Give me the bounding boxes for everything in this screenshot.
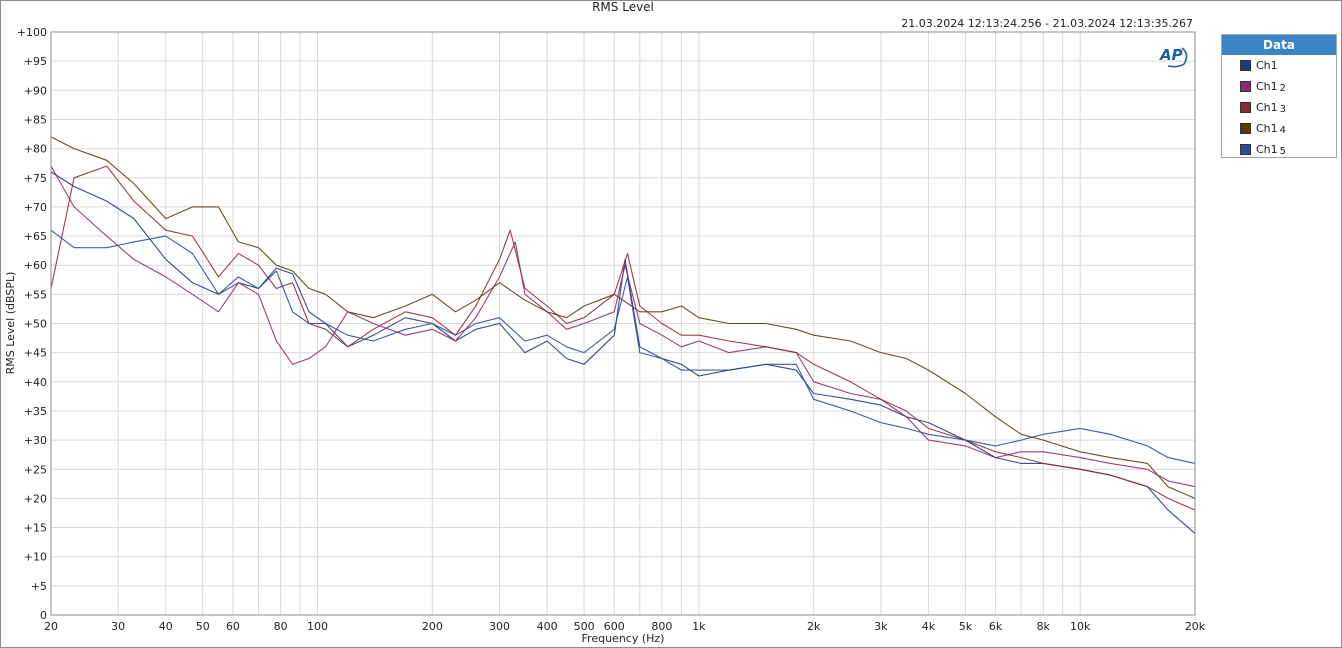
y-tick-label: +45 (24, 347, 47, 360)
x-tick-label: 100 (307, 620, 328, 633)
legend-entry-4[interactable]: Ch1 4 (1222, 118, 1336, 139)
x-axis-label: Frequency (Hz) (582, 632, 665, 645)
y-tick-label: +20 (24, 492, 47, 505)
x-tick-label: 6k (989, 620, 1003, 633)
x-tick-label: 10k (1070, 620, 1091, 633)
x-tick-label: 3k (874, 620, 888, 633)
y-tick-label: +35 (24, 405, 47, 418)
legend-entry-3[interactable]: Ch1 3 (1222, 97, 1336, 118)
legend-label-sub: 5 (1279, 146, 1287, 157)
x-tick-label: 200 (422, 620, 443, 633)
x-tick-label: 4k (922, 620, 936, 633)
x-tick-label: 60 (226, 620, 240, 633)
legend-swatch (1240, 102, 1251, 113)
legend-swatch (1240, 144, 1251, 155)
y-tick-label: +50 (24, 318, 47, 331)
ap-logo-icon: AP (1159, 46, 1188, 68)
y-axis-ticks: +100+95+90+85+80+75+70+65+60+55+50+45+40… (17, 26, 47, 622)
chart-title: RMS Level (592, 0, 654, 14)
legend-label: Ch1 (1256, 143, 1278, 156)
legend-title: Data (1222, 35, 1336, 55)
y-tick-label: +95 (24, 55, 47, 68)
x-tick-label: 8k (1037, 620, 1051, 633)
series-line-2 (50, 165, 1196, 488)
x-tick-label: 20k (1185, 620, 1206, 633)
legend-label-sub: 3 (1279, 104, 1287, 115)
x-tick-label: 800 (651, 620, 672, 633)
x-tick-label: 600 (604, 620, 625, 633)
x-axis-ticks: 20 30 40 50 60 80 100 200 300 400 500 600 800 1k 2k 3k 4… (44, 620, 1206, 633)
y-tick-label: +15 (24, 522, 47, 535)
legend-swatch (1240, 123, 1251, 134)
y-tick-label: +65 (24, 230, 47, 243)
legend: Data Ch1 Ch1 2 Ch1 3 Ch1 4 Ch1 5 (1221, 34, 1337, 158)
legend-swatch (1240, 81, 1251, 92)
series-line-1 (50, 171, 1196, 534)
y-tick-label: 0 (40, 609, 47, 622)
legend-label: Ch1 (1256, 101, 1278, 114)
legend-label-sub: 2 (1279, 83, 1287, 94)
plot-area (50, 31, 1196, 616)
legend-label: Ch1 (1256, 59, 1278, 72)
y-tick-label: +85 (24, 113, 47, 126)
legend-label-sub: 4 (1279, 125, 1287, 136)
x-tick-label: 20 (44, 620, 58, 633)
x-tick-label: 400 (537, 620, 558, 633)
legend-label: Ch1 (1256, 122, 1278, 135)
legend-entry-2[interactable]: Ch1 2 (1222, 76, 1336, 97)
svg-text:AP: AP (1159, 46, 1183, 64)
y-tick-label: +90 (24, 84, 47, 97)
y-tick-label: +80 (24, 143, 47, 156)
y-axis-label: RMS Level (dBSPL) (4, 272, 17, 375)
x-tick-label: 30 (111, 620, 125, 633)
x-tick-label: 2k (807, 620, 821, 633)
x-tick-label: 50 (196, 620, 210, 633)
x-tick-label: 40 (159, 620, 173, 633)
chart-date-range: 21.03.2024 12:13:24.256 - 21.03.2024 12:… (901, 17, 1193, 30)
x-tick-label: 300 (489, 620, 510, 633)
y-tick-label: +60 (24, 259, 47, 272)
x-tick-label: 80 (274, 620, 288, 633)
x-tick-label: 5k (959, 620, 973, 633)
y-tick-label: +40 (24, 376, 47, 389)
legend-entry-5[interactable]: Ch1 5 (1222, 139, 1336, 160)
y-tick-label: +25 (24, 463, 47, 476)
y-tick-label: +5 (31, 580, 47, 593)
y-tick-label: +75 (24, 172, 47, 185)
y-tick-label: +55 (24, 288, 47, 301)
y-tick-label: +10 (24, 551, 47, 564)
y-tick-label: +100 (17, 26, 47, 39)
y-tick-label: +30 (24, 434, 47, 447)
series-line-5 (50, 229, 1196, 464)
y-tick-label: +70 (24, 201, 47, 214)
legend-label: Ch1 (1256, 80, 1278, 93)
grid (50, 31, 1196, 616)
legend-entry-1[interactable]: Ch1 (1222, 55, 1336, 76)
series-line-4 (50, 136, 1196, 499)
series-line-3 (50, 165, 1196, 511)
x-tick-label: 1k (692, 620, 706, 633)
series-layer (50, 136, 1196, 534)
legend-swatch (1240, 60, 1251, 71)
x-tick-label: 500 (574, 620, 595, 633)
